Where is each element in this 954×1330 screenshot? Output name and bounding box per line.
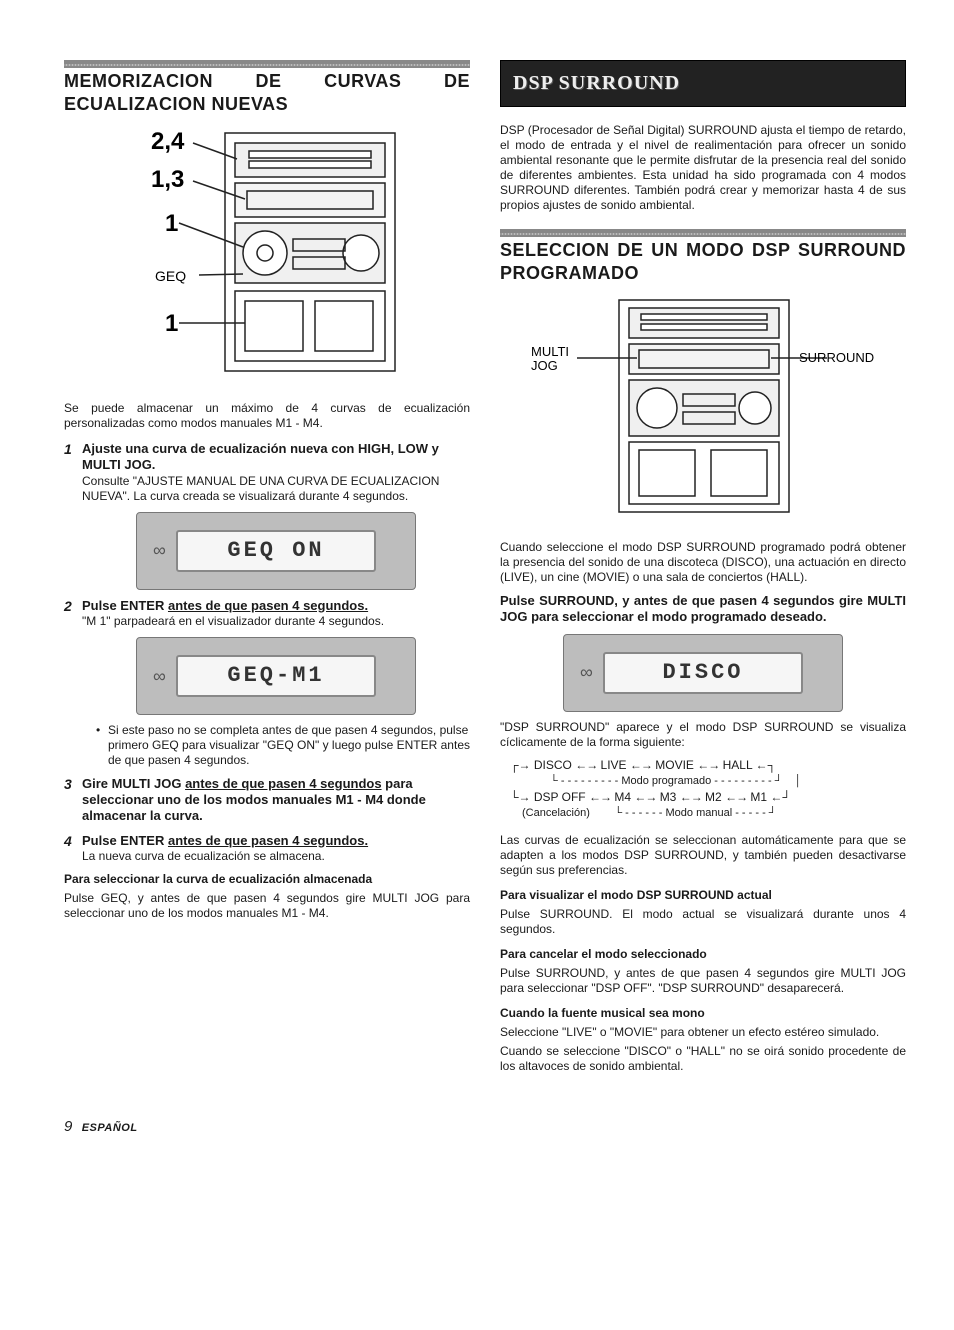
lcd-disco: ∞ DISCO <box>563 634 843 712</box>
page-footer: 9 ESPAÑOL <box>64 1118 906 1137</box>
mode-dspoff: DSP OFF <box>534 790 586 804</box>
lcd2-text: GEQ-M1 <box>176 655 376 697</box>
heading-rule <box>64 60 470 68</box>
fig2-left-label: MULTI <box>531 344 569 359</box>
infinity-icon: ∞ <box>153 665 166 688</box>
right-heading2: SELECCION DE UN MODO DSP SURROUND PROGRA… <box>500 239 906 284</box>
mode-m1: M1 <box>750 790 767 804</box>
sub2-body: Pulse SURROUND, y antes de que pasen 4 s… <box>500 966 906 996</box>
tail-body: Pulse GEQ, y antes de que pasen 4 segund… <box>64 891 470 921</box>
lcd1-text: GEQ ON <box>176 530 376 572</box>
step2-title-a: Pulse ENTER <box>82 598 168 613</box>
fig-label-13: 1,3 <box>151 166 184 193</box>
sub3-body-b: Cuando se seleccione "DISCO" o "HALL" no… <box>500 1044 906 1074</box>
step1-body: Consulte "AJUSTE MANUAL DE UNA CURVA DE … <box>82 474 470 504</box>
mode-row2-sub: (Cancelación) └ - - - - - - Modo manual … <box>510 807 906 821</box>
step3-a: Gire MULTI JOG <box>82 776 185 791</box>
fig2-right-label: SURROUND <box>799 350 874 365</box>
fig-label-24: 2,4 <box>151 128 185 155</box>
step-3: 3 Gire MULTI JOG antes de que pasen 4 se… <box>64 776 470 825</box>
dsp-banner: DSP SURROUND <box>500 60 906 107</box>
stereo-figure-1: 2,4 1,3 1 GEQ 1 <box>64 123 470 383</box>
step-num-3: 3 <box>64 776 72 794</box>
right-intro: DSP (Procesador de Señal Digital) SURROU… <box>500 123 906 213</box>
lcd-geq-m1: ∞ GEQ-M1 <box>136 637 416 715</box>
mode-m2: M2 <box>705 790 722 804</box>
left-heading: MEMORIZACION DE CURVAS DE ECUALIZACION N… <box>64 70 470 115</box>
footer-lang: ESPAÑOL <box>82 1122 138 1134</box>
mode-m4: M4 <box>614 790 631 804</box>
stereo-figure-2: MULTI JOG SURROUND <box>500 292 906 522</box>
step-num-2: 2 <box>64 598 72 616</box>
page-number: 9 <box>64 1118 72 1135</box>
step-1: 1 Ajuste una curva de ecualización nueva… <box>64 441 470 590</box>
sub3-title: Cuando la fuente musical sea mono <box>500 1006 906 1021</box>
fig-label-geq: GEQ <box>155 268 186 284</box>
mode-disco: DISCO <box>534 758 572 772</box>
mode-row-1: ┌→ DISCO ←→ LIVE ←→ MOVIE ←→ HALL ←┐ <box>510 758 906 773</box>
mode-row1-label: └ - - - - - - - - - Modo programado - - … <box>510 775 906 789</box>
left-intro: Se puede almacenar un máximo de 4 curvas… <box>64 401 470 431</box>
step3-b: antes de que pasen 4 segundos <box>185 776 382 791</box>
step4-b: antes de que pasen 4 segundos. <box>168 833 368 848</box>
step2-title-b: antes de que pasen 4 segundos. <box>168 598 368 613</box>
mode-cycle-diagram: ┌→ DISCO ←→ LIVE ←→ MOVIE ←→ HALL ←┐ └ -… <box>500 758 906 822</box>
step-num-4: 4 <box>64 833 72 851</box>
step-2: 2 Pulse ENTER antes de que pasen 4 segun… <box>64 598 470 768</box>
step2-bullet: Si este paso no se completa antes de que… <box>82 723 470 768</box>
mode-movie: MOVIE <box>655 758 694 772</box>
mode-hall: HALL <box>723 758 753 772</box>
lcd3-text: DISCO <box>603 652 803 694</box>
infinity-icon: ∞ <box>580 661 593 684</box>
step4-body: La nueva curva de ecualización se almace… <box>82 849 470 864</box>
fig2-left-label-2: JOG <box>531 358 558 373</box>
sub2-title: Para cancelar el modo seleccionado <box>500 947 906 962</box>
fig-label-1a: 1 <box>165 210 178 237</box>
fig-label-1b: 1 <box>165 310 178 337</box>
mode-row-2: └→ DSP OFF ←→ M4 ←→ M3 ←→ M2 ←→ M1 ←┘ <box>510 790 906 805</box>
heading-rule-2 <box>500 229 906 237</box>
right-body3: Las curvas de ecualización se selecciona… <box>500 833 906 878</box>
step-4: 4 Pulse ENTER antes de que pasen 4 segun… <box>64 833 470 864</box>
tail-title: Para seleccionar la curva de ecualizació… <box>64 872 470 887</box>
sub1-body: Pulse SURROUND. El modo actual se visual… <box>500 907 906 937</box>
bold-instr: Pulse SURROUND, y antes de que pasen 4 s… <box>500 593 906 626</box>
step-num-1: 1 <box>64 441 72 459</box>
infinity-icon: ∞ <box>153 539 166 562</box>
banner-title: DSP SURROUND <box>513 71 893 96</box>
sub1-title: Para visualizar el modo DSP SURROUND act… <box>500 888 906 903</box>
lcd-geq-on: ∞ GEQ ON <box>136 512 416 590</box>
mode-live: LIVE <box>601 758 627 772</box>
step2-body: "M 1" parpadeará en el visualizador dura… <box>82 614 470 629</box>
step1-title: Ajuste una curva de ecualización nueva c… <box>82 441 439 472</box>
step4-a: Pulse ENTER <box>82 833 168 848</box>
after-lcd: "DSP SURROUND" aparece y el modo DSP SUR… <box>500 720 906 750</box>
sub3-body-a: Seleccione "LIVE" o "MOVIE" para obtener… <box>500 1025 906 1040</box>
right-body2: Cuando seleccione el modo DSP SURROUND p… <box>500 540 906 585</box>
mode-m3: M3 <box>660 790 677 804</box>
